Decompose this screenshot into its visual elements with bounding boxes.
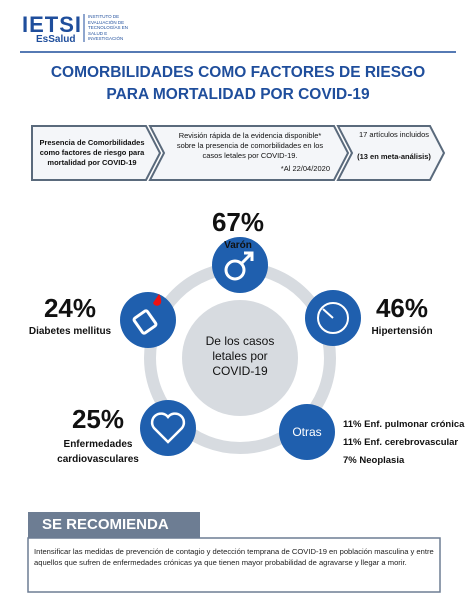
center-text: De los casos letales por COVID-19 <box>205 334 275 378</box>
recommend-text: Intensificar las medidas de prevención d… <box>34 547 434 567</box>
title-line: PARA MORTALIDAD POR COVID-19 <box>106 86 370 103</box>
factor-label: Hipertensión <box>371 326 433 337</box>
others-item: 11% Enf. cerebrovascular <box>343 437 459 448</box>
factor-value: 46% <box>375 293 429 323</box>
logo-subtitle: EsSalud <box>36 34 76 45</box>
male-arrow <box>239 251 254 266</box>
logo: IETSI <box>22 12 83 37</box>
center-circle <box>182 300 298 416</box>
step-detail: (13 en meta-análisis) <box>357 152 431 161</box>
heart-glyph <box>150 412 186 444</box>
step-text: 17 artículos incluidos <box>358 130 430 139</box>
clock-hand <box>322 308 334 319</box>
icon-others <box>279 404 335 460</box>
step-box <box>31 125 162 181</box>
icon-diabetes <box>120 292 176 348</box>
step-note: *Al 22/04/2020 <box>280 164 330 173</box>
steps <box>31 125 446 181</box>
factor-label: Diabetes mellitus <box>28 326 112 337</box>
icon-male <box>212 237 268 293</box>
blood-drop <box>153 294 162 306</box>
recommend-box <box>27 537 441 593</box>
icon-heart <box>140 400 196 456</box>
step-text: Presencia de Comorbilidades como factore… <box>39 138 145 167</box>
step-text: Revisión rápida de la evidencia disponib… <box>176 131 324 160</box>
clock-glyph <box>317 302 349 334</box>
icon-glyphs <box>132 251 349 444</box>
institute: INSTITUTO DE EVALUACIÓN DE TECNOLOGÍAS E… <box>88 14 129 41</box>
others-label: Otras <box>292 425 322 439</box>
male-glyph <box>224 259 246 281</box>
title-line: COMORBILIDADES COMO FACTORES DE RIESGO <box>50 64 426 81</box>
factor-value: 24% <box>43 293 97 323</box>
factor-label: Varón <box>224 240 252 251</box>
step-box <box>148 125 350 181</box>
recommend-title: SE RECOMIENDA <box>42 516 169 533</box>
step-box <box>336 125 446 181</box>
factor-label: Enfermedades cardiovasculares <box>57 439 139 465</box>
recommend-tab <box>28 512 200 538</box>
meter-glyph <box>132 309 158 335</box>
others-item: 7% Neoplasia <box>343 455 405 466</box>
others-item: 11% Enf. pulmonar crónica <box>343 419 465 430</box>
factor-value: 25% <box>71 404 125 434</box>
factor-value: 67% <box>211 207 265 237</box>
